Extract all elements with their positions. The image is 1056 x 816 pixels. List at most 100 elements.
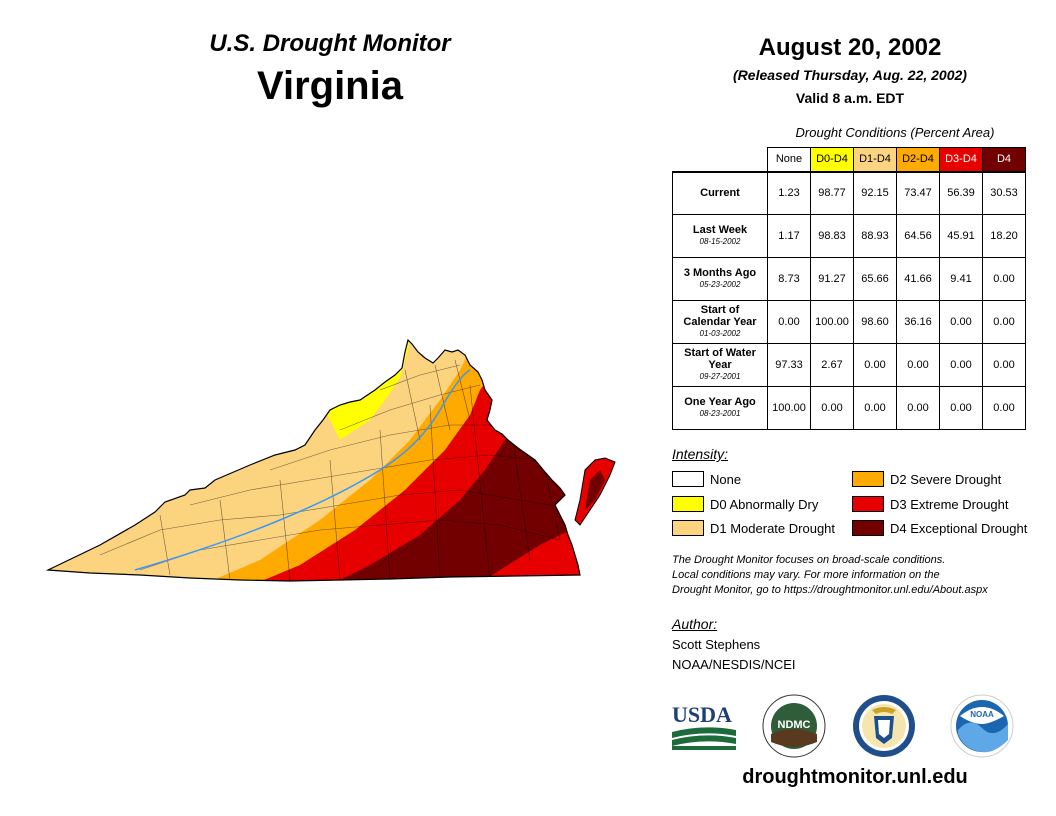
table-cell: 92.15	[853, 170, 897, 215]
table-cell: 91.27	[810, 257, 854, 301]
note-line-2: Local conditions may vary. For more info…	[672, 569, 940, 581]
table-row: One Year Ago 08-23-2001 100.00 0.00 0.00 0.00…	[672, 386, 1026, 430]
row-label-text: One Year Ago	[684, 396, 756, 408]
table-cell: 0.00	[939, 386, 983, 430]
table-cell: 0.00	[982, 257, 1026, 301]
table-cell: 100.00	[767, 386, 811, 430]
legend-label-d4: D4 Exceptional Drought	[890, 521, 1028, 536]
table-cell: 41.66	[896, 257, 940, 301]
legend-title: Intensity:	[672, 446, 729, 462]
table-cell: 0.00	[896, 386, 940, 430]
legend-label-d1: D1 Moderate Drought	[710, 521, 836, 536]
table-cell: 36.16	[896, 300, 940, 344]
table-row: Last Week 08-15-2002 1.17 98.83 88.93 64.56 45…	[672, 214, 1026, 258]
row-label-date: 09-27-2001	[699, 372, 741, 381]
legend-label-d2: D2 Severe Drought	[890, 472, 1002, 487]
table-cell: 1.17	[767, 214, 811, 258]
river-line	[134, 369, 471, 571]
row-label: One Year Ago 08-23-2001	[672, 386, 768, 430]
table-cell: 0.00	[939, 343, 983, 387]
ndmc-logo: NDMC	[762, 694, 826, 758]
row-label-date: 01-03-2002	[699, 329, 741, 338]
row-label: Current	[672, 170, 768, 215]
virginia-drought-map	[45, 338, 616, 582]
legend-swatch-d1	[672, 520, 704, 536]
table-cell: 30.53	[982, 170, 1026, 215]
table-cell: 98.77	[810, 170, 854, 215]
table-cell: 8.73	[767, 257, 811, 301]
usda-logo: USDA	[672, 702, 736, 750]
table-cell: 73.47	[896, 170, 940, 215]
note-line-1: The Drought Monitor focuses on broad-sca…	[672, 554, 946, 566]
table-row: Start of Water Year 09-27-2001 97.33 2.67 0.…	[672, 343, 1026, 387]
legend-swatch-none	[672, 471, 704, 487]
note-line-3: Drought Monitor, go to https://droughtmo…	[672, 584, 988, 596]
commerce-seal-logo	[853, 695, 915, 757]
legend-swatch-d3	[852, 496, 884, 512]
table-cell: 0.00	[982, 386, 1026, 430]
table-row: Start of Calendar Year 01-03-2002 0.00 100.…	[672, 300, 1026, 344]
table-cell: 18.20	[982, 214, 1026, 258]
noaa-logo: NOAA	[950, 694, 1014, 758]
table-cell: 0.00	[767, 300, 811, 344]
author-org: NOAA/NESDIS/NCEI	[672, 657, 796, 672]
ndmc-logo-text: NDMC	[778, 719, 811, 731]
valid-time: Valid 8 a.m. EDT	[795, 90, 905, 106]
release-date: (Released Thursday, Aug. 22, 2002)	[733, 67, 967, 83]
row-label-date: 08-23-2001	[699, 409, 741, 418]
table-cell: 0.00	[982, 343, 1026, 387]
table-cell: 0.00	[810, 386, 854, 430]
d3-region-southeast	[500, 515, 580, 581]
table-cell: 0.00	[853, 386, 897, 430]
table-header-row: None D0-D4 D1-D4 D2-D4 D3-D4 D4	[673, 147, 1026, 173]
col-header-d4: D4	[982, 147, 1026, 173]
table-cell: 0.00	[939, 300, 983, 344]
col-header-none: None	[767, 147, 811, 173]
row-label-date: 08-15-2002	[699, 237, 741, 246]
table-cell: 0.00	[896, 343, 940, 387]
table-cell: 45.91	[939, 214, 983, 258]
table-cell: 65.66	[853, 257, 897, 301]
disclaimer-note: The Drought Monitor focuses on broad-sca…	[672, 553, 1052, 598]
author-name: Scott Stephens	[672, 637, 761, 652]
legend-label-d3: D3 Extreme Drought	[890, 497, 1009, 512]
col-header-d1-d4: D1-D4	[853, 147, 897, 173]
table-row: 3 Months Ago 05-23-2002 8.73 91.27 65.66 41.6…	[672, 257, 1026, 301]
table-cell: 100.00	[810, 300, 854, 344]
header-blank	[673, 148, 768, 172]
row-label-text: Start of Water Year	[684, 347, 756, 371]
table-cell: 2.67	[810, 343, 854, 387]
table-cell: 1.23	[767, 170, 811, 215]
row-label-text: Last Week	[692, 224, 748, 236]
table-cell: 0.00	[853, 343, 897, 387]
map-title: U.S. Drought Monitor	[209, 30, 451, 57]
state-outline	[45, 338, 581, 582]
row-label: 3 Months Ago 05-23-2002	[672, 257, 768, 301]
table-cell: 98.60	[853, 300, 897, 344]
row-label-text: Current	[700, 187, 740, 200]
row-label-text: 3 Months Ago	[683, 267, 757, 279]
county-boundaries	[99, 359, 580, 581]
table-cell: 0.00	[982, 300, 1026, 344]
report-date: August 20, 2002	[758, 34, 942, 61]
author-label: Author:	[672, 616, 718, 632]
row-label: Start of Water Year 09-27-2001	[672, 343, 768, 387]
row-label-date: 05-23-2002	[699, 280, 741, 289]
usda-logo-text: USDA	[672, 702, 732, 727]
legend-swatch-d0	[672, 496, 704, 512]
col-header-d3-d4: D3-D4	[939, 147, 983, 173]
legend-label-d0: D0 Abnormally Dry	[710, 497, 819, 512]
table-cell: 98.83	[810, 214, 854, 258]
legend-label-none: None	[710, 472, 742, 487]
legend-swatch-d4	[852, 520, 884, 536]
table-cell: 88.93	[853, 214, 897, 258]
row-label-text: Start of Calendar Year	[683, 304, 757, 328]
table-cell: 56.39	[939, 170, 983, 215]
drought-conditions-table: None D0-D4 D1-D4 D2-D4 D3-D4 D4 Current 1…	[672, 147, 1026, 430]
table-row: Current 1.23 98.77 92.15 73.47 56.39 30.53	[672, 170, 1026, 215]
legend-swatch-d2	[852, 471, 884, 487]
website-url: droughtmonitor.unl.edu	[742, 766, 968, 788]
table-cell: 64.56	[896, 214, 940, 258]
region-title: Virginia	[257, 64, 403, 108]
col-header-d0-d4: D0-D4	[810, 147, 854, 173]
